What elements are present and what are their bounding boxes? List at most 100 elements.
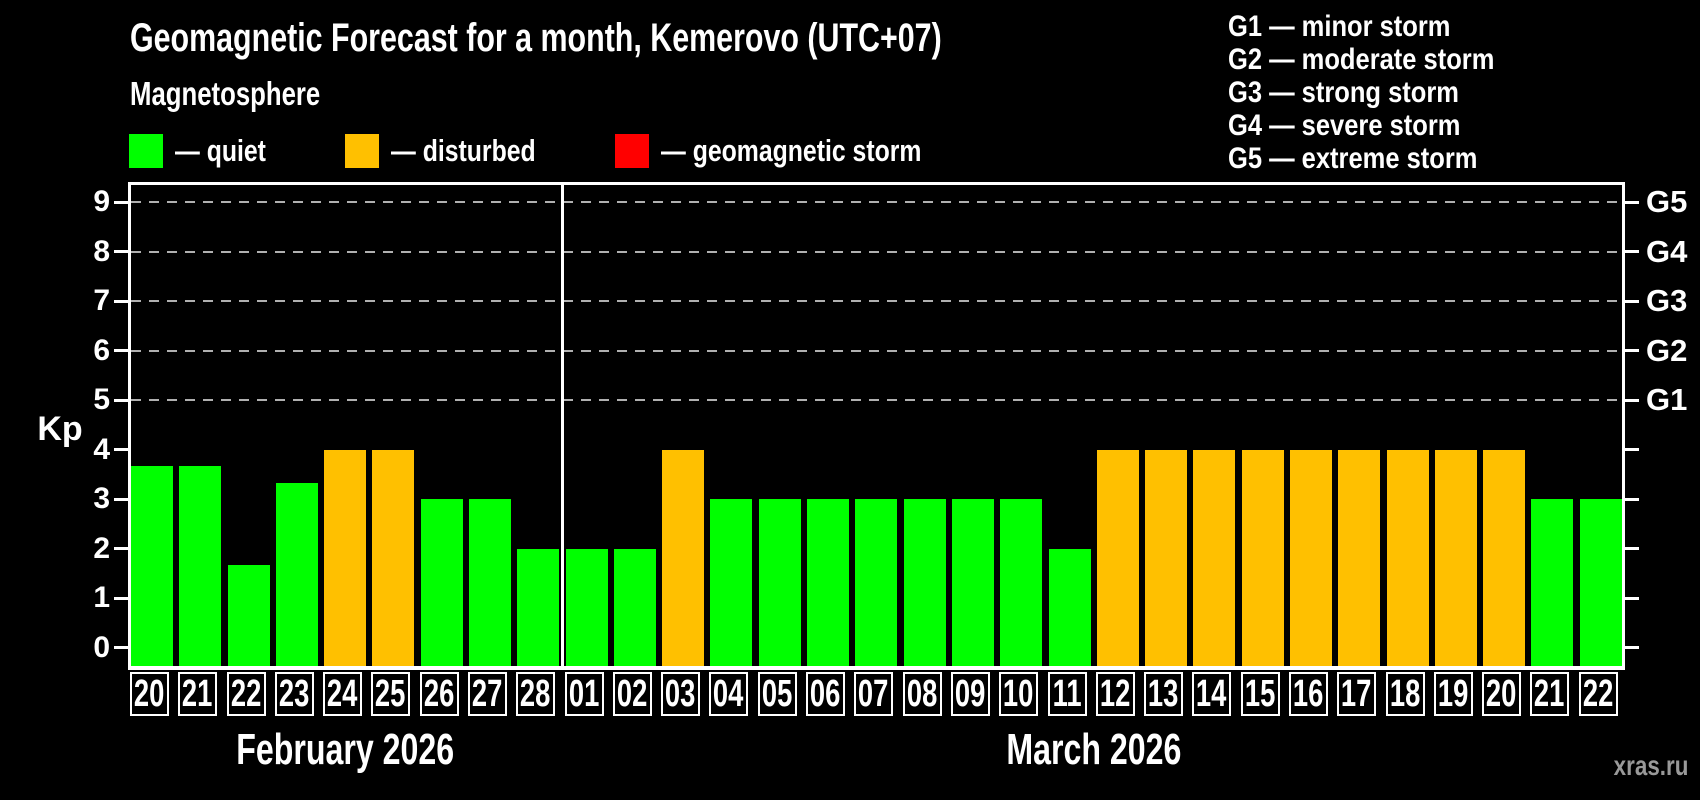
date-label: 24	[327, 672, 358, 715]
legend-label: — quiet	[175, 133, 266, 168]
g-axis-label: G4	[1646, 233, 1688, 269]
date-label: 09	[955, 672, 986, 715]
y-axis-tick	[114, 200, 128, 204]
plot-frame	[128, 182, 1625, 670]
kp-bar	[324, 450, 366, 668]
kp-bar	[1531, 499, 1573, 667]
kp-bar	[807, 499, 849, 667]
kp-bar	[1290, 450, 1332, 668]
y-axis-tick	[1625, 349, 1639, 352]
kp-bar	[904, 499, 946, 667]
y-axis-tick	[1625, 448, 1639, 451]
g-axis-label: G5	[1646, 184, 1688, 219]
date-cell: 22	[227, 672, 266, 716]
kp-bar	[228, 565, 270, 667]
date-cell: 10	[999, 672, 1038, 716]
kp-bar	[1000, 499, 1042, 667]
date-label: 11	[1053, 672, 1082, 715]
y-axis-tick	[114, 497, 128, 501]
kp-bar	[614, 549, 656, 668]
storm-scale-row: G3 — strong storm	[1228, 76, 1459, 109]
legend-item-storm: — geomagnetic storm	[615, 134, 975, 168]
date-label: 12	[1100, 672, 1131, 715]
legend-item-quiet: — quiet	[129, 134, 339, 168]
date-cell: 21	[1530, 672, 1569, 716]
date-label: 15	[1245, 672, 1276, 715]
date-label: 18	[1390, 672, 1421, 715]
storm-scale-row: G1 — minor storm	[1228, 10, 1451, 43]
y-axis-tick	[114, 398, 128, 402]
kp-bar	[372, 450, 414, 668]
kp-bar	[276, 483, 318, 667]
date-cell: 26	[420, 672, 459, 716]
date-cell: 16	[1289, 672, 1328, 716]
quiet-color-swatch	[129, 134, 163, 168]
date-cell: 21	[178, 672, 217, 716]
gridline	[131, 250, 1622, 253]
date-cell: 15	[1241, 672, 1280, 716]
y-tick-label: 1	[93, 581, 110, 614]
kp-bar	[131, 466, 173, 667]
kp-bar	[1049, 549, 1091, 668]
month-separator	[561, 182, 564, 670]
date-cell: 07	[854, 672, 893, 716]
date-label: 21	[1534, 672, 1565, 715]
kp-bar	[1145, 450, 1187, 668]
y-axis-tick	[1625, 250, 1639, 253]
date-label: 27	[472, 672, 503, 715]
date-cell: 06	[806, 672, 845, 716]
date-cell: 20	[1482, 672, 1521, 716]
kp-bar	[179, 466, 221, 667]
date-cell: 02	[613, 672, 652, 716]
gridline	[131, 300, 1622, 302]
date-cell: 20	[130, 672, 169, 716]
y-tick-label: 3	[93, 482, 110, 515]
kp-bar	[1435, 450, 1477, 668]
date-label: 07	[858, 672, 889, 715]
date-label: 16	[1293, 672, 1324, 715]
storm-scale-row: G5 — extreme storm	[1228, 142, 1478, 175]
y-tick-label: 7	[93, 284, 110, 317]
g-axis-label: G3	[1646, 283, 1688, 318]
y-tick-label: 6	[93, 333, 110, 367]
kp-bar	[1242, 450, 1284, 668]
y-axis-tick	[1625, 497, 1639, 501]
date-label: 05	[762, 672, 793, 715]
kp-bar	[1097, 450, 1139, 668]
gridline	[131, 349, 1622, 352]
kp-bar	[759, 499, 801, 667]
date-cell: 03	[661, 672, 700, 716]
date-label: 01	[569, 672, 600, 715]
y-axis-tick	[1625, 547, 1639, 550]
date-cell: 13	[1144, 672, 1183, 716]
legend-item-disturbed: — disturbed	[345, 134, 605, 168]
date-cell: 24	[323, 672, 362, 716]
date-cell: 18	[1386, 672, 1425, 716]
date-label: 25	[375, 672, 406, 715]
disturbed-color-swatch	[345, 134, 379, 168]
date-label: 06	[810, 672, 841, 715]
date-label: 22	[231, 672, 262, 715]
date-label: 03	[665, 672, 696, 715]
date-label: 19	[1438, 672, 1469, 715]
date-label: 10	[1003, 672, 1034, 715]
kp-bar	[517, 549, 559, 668]
date-cell: 04	[709, 672, 748, 716]
y-tick-label: 8	[93, 234, 110, 268]
date-label: 13	[1148, 672, 1179, 715]
y-tick-label: 5	[93, 383, 110, 416]
date-cell: 12	[1096, 672, 1135, 716]
page-title: Geomagnetic Forecast for a month, Kemero…	[130, 16, 942, 60]
kp-bar	[1580, 499, 1622, 667]
date-cell: 11	[1048, 672, 1087, 716]
date-label: 17	[1341, 672, 1372, 715]
kp-bar	[855, 499, 897, 667]
date-label: 26	[424, 672, 455, 715]
storm-scale-row: G4 — severe storm	[1228, 109, 1461, 142]
date-cell: 05	[758, 672, 797, 716]
y-tick-label: 4	[93, 432, 110, 466]
date-label: 20	[134, 672, 165, 715]
date-cell: 23	[275, 672, 314, 716]
y-axis-tick	[114, 250, 128, 253]
